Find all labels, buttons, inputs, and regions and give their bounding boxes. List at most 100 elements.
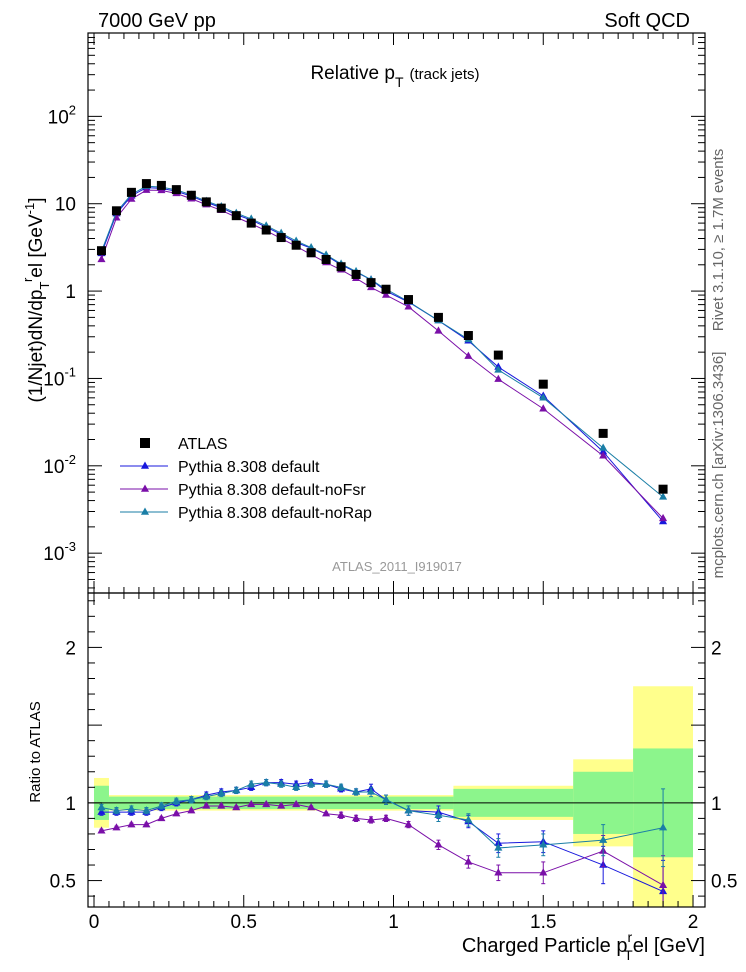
atlas-point: [433, 312, 443, 322]
ratio-2-point: [172, 796, 181, 804]
axes: 0 0.5 1 1.5 2 10-3 10-2 10-1 1 10 102 0.5 0.5 1 1 2 2: [43, 32, 737, 933]
atlas-point: [463, 331, 473, 341]
ratio-1-point: [539, 868, 548, 876]
xlabel-sup: r: [628, 929, 633, 945]
ratio-2-point: [464, 815, 473, 823]
atlas-point: [216, 203, 226, 213]
x-tick-label: 0: [89, 912, 100, 933]
main-y-axis-label: (1/Njet)dN/dpTrel [GeV-1]: [20, 197, 52, 402]
ratio-1-point: [494, 868, 503, 876]
ratio-2-point: [232, 785, 241, 794]
ratio-y-tick-label-right: 1: [711, 794, 722, 815]
atlas-point: [291, 240, 301, 250]
ratio-1-point: [337, 810, 346, 818]
series-2-point: [494, 365, 503, 373]
legend-label: Pythia 8.308 default: [178, 459, 320, 476]
ratio-1-point: [277, 801, 286, 809]
ratio-2-point: [366, 787, 376, 795]
legend-label: Pythia 8.308 default-noFsr: [178, 482, 366, 499]
ratio-2-point: [97, 803, 106, 811]
main-y-tick-label: 10-1: [43, 364, 76, 390]
main-panel-series: [96, 179, 668, 525]
ratio-1-point: [217, 801, 226, 809]
ratio-y-tick-label-left: 2: [65, 638, 76, 659]
atlas-point: [171, 185, 181, 195]
series-2-point: [599, 443, 608, 451]
x-tick-label: 0.5: [231, 912, 257, 933]
legend-marker: [140, 507, 150, 515]
ylabel-main: (1/Njet)dN/dp: [26, 290, 47, 403]
ratio-1-point: [404, 820, 413, 828]
ratio-0-point: [97, 807, 106, 815]
ratio-y-tick-label-left: 1: [65, 794, 76, 815]
main-y-tick-label: 102: [48, 102, 76, 128]
atlas-point: [156, 180, 166, 190]
ratio-y-tick-label-right: 0.5: [711, 872, 737, 893]
ratio-2-point: [217, 789, 226, 797]
rivet-version: Rivet 3.1.10, ≥ 1.7M events: [710, 149, 727, 332]
legend-marker-atlas: [140, 438, 150, 448]
ratio-2-point: [277, 779, 286, 787]
series-0-point: [599, 447, 608, 455]
atlas-point: [96, 246, 106, 256]
ratio-1-point: [202, 801, 211, 809]
atlas-point: [111, 206, 121, 216]
ratio-2-point: [659, 823, 668, 831]
ratio-1-point: [434, 840, 443, 848]
analysis-id: ATLAS_2011_I919017: [332, 559, 462, 574]
ratio-frame: [87, 592, 706, 908]
x-tick-label: 2: [688, 912, 699, 933]
atlas-point: [351, 269, 361, 279]
ratio-1-point: [262, 799, 271, 808]
series-2-point: [659, 492, 668, 500]
title-main: Relative p: [310, 63, 395, 84]
ratio-y-tick-label-right: 2: [711, 638, 722, 659]
plot-title: Relative pT (track jets): [310, 63, 479, 90]
ratio-1-point: [322, 809, 331, 817]
atlas-point: [658, 484, 668, 494]
xlabel-sub: T: [624, 947, 633, 963]
ratio-1-point: [381, 813, 391, 822]
ratio-2-point: [599, 835, 608, 843]
ratio-2-point: [307, 779, 316, 787]
ratio-2-point: [127, 804, 136, 812]
ratio-2-point: [404, 806, 413, 814]
main-y-tick-label: 10-3: [43, 539, 76, 565]
ratio-1-point: [127, 820, 136, 828]
main-y-tick-label: 1: [65, 282, 76, 303]
series-1-point: [539, 404, 548, 412]
series-1-point: [434, 326, 443, 334]
ratio-1-point: [366, 815, 376, 823]
atlas-point: [366, 278, 376, 288]
series-1-point: [404, 302, 413, 310]
series-1-point: [381, 290, 391, 298]
x-tick-label: 1: [388, 912, 399, 933]
ratio-2-point: [494, 843, 503, 851]
ratio-2-point: [112, 806, 121, 814]
ratio-1-point: [172, 809, 181, 817]
ratio-2-point: [247, 779, 256, 787]
legend-label: Pythia 8.308 default-noRap: [178, 505, 372, 522]
atlas-point: [538, 379, 548, 389]
legend-label: ATLAS: [178, 436, 228, 453]
x-axis-label: Charged Particle pr Tel [GeV]: [462, 929, 705, 963]
ratio-y-axis-label: Ratio to ATLAS: [27, 701, 44, 802]
atlas-point: [186, 190, 196, 200]
atlas-point: [403, 295, 413, 305]
ratio-y-tick-label-left: 0.5: [50, 872, 76, 893]
atlas-point: [336, 262, 346, 272]
title-sub: T: [395, 74, 404, 90]
ratio-2-point: [352, 787, 361, 795]
legend-marker: [140, 484, 150, 492]
ratio-2-point: [202, 792, 211, 800]
ratio-2-point: [539, 840, 548, 848]
atlas-point: [246, 218, 256, 228]
ratio-2-point: [142, 806, 151, 814]
ylabel-close: ]: [26, 197, 47, 202]
series-1-point: [142, 185, 151, 193]
atlas-point: [276, 233, 286, 243]
ratio-1-point: [292, 799, 301, 808]
ratio-1-point: [187, 806, 196, 814]
ratio-2-point: [187, 795, 196, 803]
ratio-1-point: [97, 826, 106, 834]
